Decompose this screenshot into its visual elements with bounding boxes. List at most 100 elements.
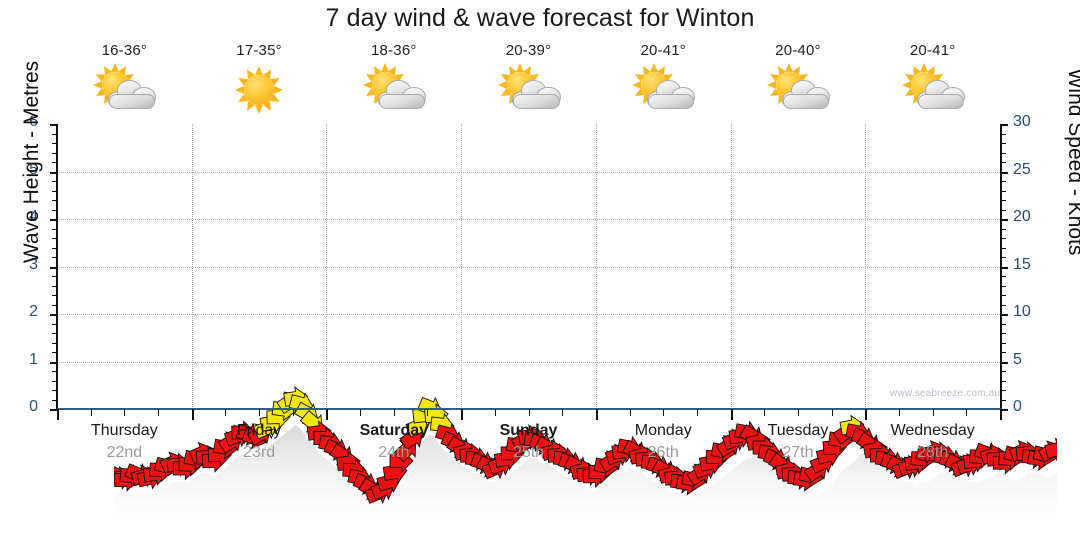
right-axis-minor-tick: [1001, 181, 1006, 182]
x-axis-tick: [528, 409, 530, 416]
left-axis-tick: [50, 266, 57, 269]
right-axis-minor-tick: [1001, 399, 1006, 401]
right-axis-minor-tick: [1001, 333, 1006, 334]
x-axis-tick: [158, 409, 160, 416]
sun-ray-icon: [497, 81, 507, 89]
cloud-icon: [916, 79, 965, 109]
left-axis-minor-tick: [52, 228, 57, 230]
left-axis-tick: [50, 124, 57, 126]
cloud-icon: [512, 79, 561, 109]
left-axis-minor-tick: [52, 209, 57, 211]
sun-ray-icon: [362, 81, 372, 89]
left-axis-tick-label: 6: [29, 113, 38, 130]
left-axis-tick-label: 1: [29, 350, 38, 368]
sun-ray-icon: [901, 81, 911, 89]
sun-ray-icon: [255, 105, 264, 114]
temperature-range: 20-41°: [640, 42, 687, 59]
sun-ray-icon: [919, 63, 928, 72]
left-axis-minor-tick: [52, 133, 57, 135]
day-date: 24th: [378, 444, 410, 461]
partly-cloudy-icon: [894, 63, 972, 117]
cloud-base: [782, 93, 830, 109]
gridline-day-divider: [326, 124, 328, 409]
sun-icon: [244, 75, 275, 105]
right-axis-minor-tick: [1001, 304, 1006, 306]
x-axis-tick: [191, 409, 194, 420]
left-axis-minor-tick: [52, 390, 57, 391]
left-axis-minor-tick: [52, 276, 57, 277]
x-axis-tick: [966, 409, 968, 416]
left-axis-title: Wave Height - Metres: [20, 60, 43, 264]
temperature-range: 18-36°: [371, 42, 417, 59]
forecast-chart: 7 day wind & wave forecast for Winton 16…: [20, 4, 1080, 533]
left-axis-minor-tick: [52, 190, 57, 192]
x-axis-tick: [326, 409, 329, 420]
x-axis-tick: [898, 409, 900, 416]
x-axis-tick: [696, 409, 698, 416]
sun-ray-icon: [274, 86, 284, 94]
x-axis-tick: [1000, 409, 1002, 420]
left-axis-minor-tick: [52, 285, 57, 287]
right-axis-minor-tick: [1001, 323, 1006, 325]
right-axis-tick: [1001, 409, 1008, 411]
cloud-icon: [107, 79, 157, 109]
x-axis-tick: [562, 409, 564, 416]
sun-ray-icon: [632, 81, 642, 89]
gridline-day-divider: [191, 124, 193, 409]
gridline-day-divider: [461, 124, 463, 409]
left-axis-tick: [50, 219, 57, 221]
day-header-sunday: 20-39°: [461, 38, 596, 124]
partly-cloudy-icon: [490, 63, 568, 117]
partly-cloudy-icon: [355, 63, 433, 117]
day-header-friday: 17-35°: [192, 38, 327, 124]
sun-ray-icon: [766, 81, 776, 89]
right-axis-minor-tick: [1001, 152, 1006, 154]
temperature-range: 17-35°: [236, 42, 282, 59]
left-axis-tick-label: 3: [29, 255, 38, 273]
left-axis-minor-tick: [52, 399, 57, 401]
left-axis-minor-tick: [52, 162, 57, 163]
x-axis-tick: [764, 409, 766, 416]
x-axis-tick: [124, 409, 126, 416]
day-name: Friday: [236, 422, 282, 439]
x-axis-tick: [427, 409, 429, 416]
right-axis-tick-label: 25: [1013, 160, 1031, 178]
left-axis-minor-tick: [52, 352, 57, 353]
right-axis-minor-tick: [1001, 228, 1006, 230]
x-axis-tick: [57, 409, 59, 420]
sunny-icon: [220, 63, 298, 117]
watermark: www.seabreeze.com.au: [890, 388, 1001, 399]
right-axis-tick-label: 15: [1013, 255, 1031, 273]
sun-ray-icon: [235, 86, 245, 94]
right-axis-tick: [1001, 171, 1008, 174]
right-axis-minor-tick: [1001, 247, 1006, 249]
partly-cloudy-icon: [85, 63, 163, 117]
x-axis-tick: [595, 409, 598, 420]
right-axis-minor-tick: [1001, 133, 1006, 135]
right-axis-minor-tick: [1001, 380, 1006, 382]
left-axis-line: [56, 124, 58, 410]
sun-ray-icon: [515, 63, 524, 72]
right-axis-minor-tick: [1001, 209, 1006, 211]
right-axis-minor-tick: [1001, 352, 1006, 353]
day-header-thursday: 16-36°: [57, 38, 192, 124]
right-axis-minor-tick: [1001, 390, 1006, 391]
left-axis-tick-label: 2: [29, 303, 38, 320]
day-footer-monday: Monday 26th: [596, 420, 731, 470]
left-axis-minor-tick: [52, 304, 57, 306]
right-axis-minor-tick: [1001, 190, 1006, 192]
page-title: 7 day wind & wave forecast for Winton: [325, 4, 755, 32]
right-axis-tick: [1001, 219, 1008, 221]
left-axis-minor-tick: [52, 333, 57, 334]
right-axis-minor-tick: [1001, 257, 1006, 258]
right-axis-minor-tick: [1001, 276, 1006, 277]
left-axis-tick-label: 4: [29, 208, 38, 225]
left-axis-minor-tick: [52, 143, 57, 144]
right-axis-tick-label: 30: [1013, 113, 1031, 130]
left-axis-minor-tick: [52, 238, 57, 239]
left-axis-minor-tick: [52, 152, 57, 154]
day-name: Saturday: [359, 422, 429, 439]
day-footer-row: Thursday 22nd Friday 23rd Saturday 24th Sunday…: [57, 420, 1000, 470]
wind-arrow: [1044, 437, 1057, 462]
day-header-tuesday: 20-40°: [731, 38, 866, 124]
